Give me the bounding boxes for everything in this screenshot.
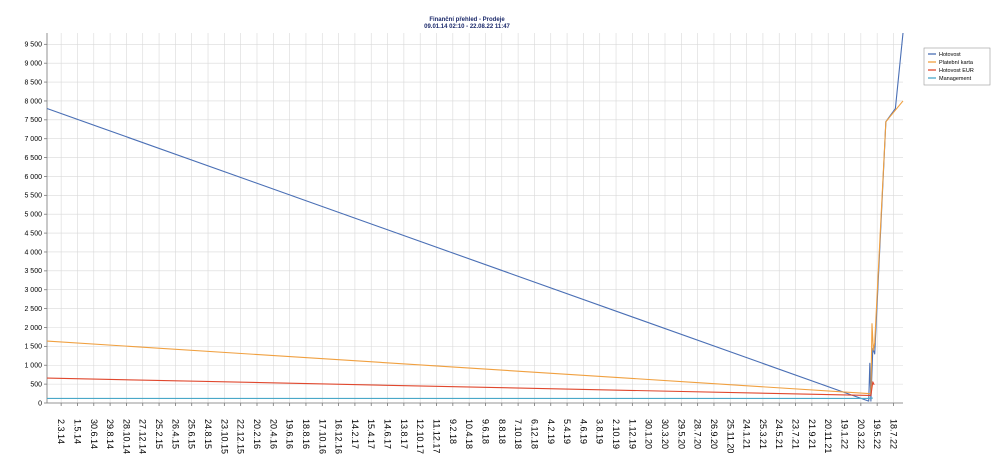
x-tick-label: 28.10.14 [121, 419, 131, 454]
x-tick-label: 29.5.20 [676, 419, 686, 449]
x-tick-label: 16.12.16 [334, 419, 344, 454]
legend-label: Platební karta [939, 60, 974, 66]
x-tick-label: 10.4.18 [464, 419, 474, 449]
y-tick-label: 8 000 [24, 98, 42, 105]
x-tick-label: 19.1.22 [840, 419, 850, 449]
axes [44, 33, 903, 406]
y-tick-label: 1 000 [24, 363, 42, 370]
x-tick-label: 25.11.20 [725, 419, 735, 453]
y-tick-label: 4 000 [24, 249, 42, 256]
x-tick-label: 25.3.21 [758, 419, 768, 449]
x-tick-label: 13.8.17 [399, 419, 409, 449]
x-tick-label: 26.9.20 [709, 419, 719, 449]
y-tick-label: 4 500 [24, 230, 42, 237]
x-tick-label: 9.2.18 [448, 419, 458, 444]
x-tick-label: 24.1.21 [742, 419, 752, 449]
x-tick-label: 1.5.14 [72, 419, 82, 444]
y-tick-label: 1 500 [24, 344, 42, 351]
x-tick-label: 23.10.15 [219, 419, 229, 454]
x-tick-label: 17.10.16 [317, 419, 327, 454]
x-tick-label: 14.6.17 [383, 419, 393, 449]
chart-subtitle: 09.01.14 02:10 - 22.08.22 11:47 [424, 24, 510, 30]
y-tick-label: 0 [38, 400, 42, 407]
x-tick-label: 4.6.19 [578, 419, 588, 444]
x-tick-label: 4.2.19 [546, 419, 556, 444]
series-line-hotovost-eur [46, 377, 875, 397]
x-axis-ticks: 2.3.14 1.5.14 30.6.14 29.8.14 28.10.14 27.12.… [56, 419, 898, 454]
legend-label: Hotovost [939, 52, 961, 58]
x-tick-label: 11.12.17 [432, 419, 442, 453]
x-tick-label: 15.4.17 [366, 419, 376, 449]
x-tick-label: 30.3.20 [660, 419, 670, 449]
x-tick-label: 27.12.14 [138, 419, 148, 454]
x-tick-label: 12.10.17 [415, 419, 425, 454]
y-tick-label: 2 500 [24, 306, 42, 313]
x-tick-label: 23.7.21 [791, 419, 801, 449]
x-tick-label: 6.12.18 [529, 419, 539, 449]
y-axis-ticks: 0 500 1 000 1 500 2 000 2 500 3 000 3 500 4 000 4… [24, 42, 42, 408]
x-tick-label: 18.8.16 [301, 419, 311, 449]
y-tick-label: 3 000 [24, 287, 42, 294]
x-tick-label: 9.6.18 [480, 419, 490, 444]
x-tick-label: 25.6.15 [187, 419, 197, 449]
y-tick-label: 5 500 [24, 193, 42, 200]
x-tick-label: 20.3.22 [856, 419, 866, 449]
x-tick-label: 8.8.18 [497, 419, 507, 444]
y-tick-label: 2 000 [24, 325, 42, 332]
series-lines [46, 32, 904, 402]
y-tick-label: 7 000 [24, 136, 42, 143]
y-tick-label: 3 500 [24, 268, 42, 275]
x-tick-label: 26.4.15 [170, 419, 180, 449]
legend-label: Hotovost EUR [939, 68, 974, 74]
x-tick-label: 20.2.16 [252, 419, 262, 449]
chart-title: Finanční přehled - Prodeje [429, 17, 505, 23]
x-tick-label: 19.5.22 [872, 419, 882, 449]
x-tick-label: 21.9.21 [807, 419, 817, 449]
y-tick-label: 6 500 [24, 155, 42, 162]
legend: Hotovost Platební karta Hotovost EUR Manage… [923, 47, 991, 86]
y-tick-label: 9 500 [24, 42, 42, 49]
x-tick-label: 7.10.18 [513, 419, 523, 449]
y-tick-label: 6 000 [24, 174, 42, 181]
x-tick-label: 25.2.15 [154, 419, 164, 449]
x-tick-label: 22.12.15 [236, 419, 246, 454]
x-tick-label: 20.4.16 [268, 419, 278, 449]
x-tick-label: 5.4.19 [562, 419, 572, 444]
x-tick-label: 28.7.20 [693, 419, 703, 449]
x-tick-label: 19.6.16 [285, 419, 295, 449]
y-tick-label: 5 000 [24, 212, 42, 219]
y-tick-label: 7 500 [24, 117, 42, 124]
grid [47, 33, 903, 404]
x-tick-label: 30.6.14 [89, 419, 99, 449]
x-tick-label: 29.8.14 [105, 419, 115, 449]
x-tick-label: 24.8.15 [203, 419, 213, 449]
x-tick-label: 1.12.19 [627, 419, 637, 449]
x-tick-label: 20.11.21 [823, 419, 833, 453]
x-tick-label: 24.5.21 [774, 419, 784, 449]
x-tick-label: 2.3.14 [56, 419, 66, 444]
y-tick-label: 8 500 [24, 79, 42, 86]
series-line-platební-karta [46, 100, 904, 395]
legend-label: Management [939, 76, 972, 82]
x-tick-label: 2.10.19 [611, 419, 621, 449]
x-tick-label: 14.2.17 [350, 419, 360, 449]
y-tick-label: 9 000 [24, 61, 42, 68]
x-tick-label: 30.1.20 [644, 419, 654, 449]
y-tick-label: 500 [30, 381, 42, 388]
x-tick-label: 18.7.22 [888, 419, 898, 449]
x-tick-label: 3.8.19 [595, 419, 605, 444]
